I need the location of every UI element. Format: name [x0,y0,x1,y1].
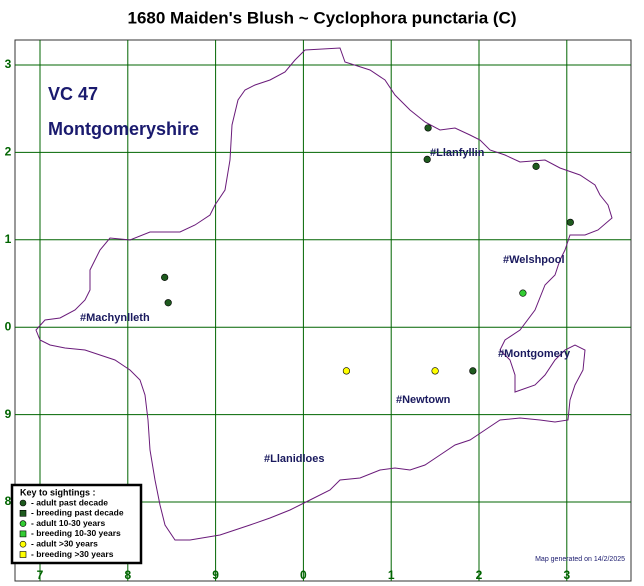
x-grid-label: 0 [300,568,307,582]
sighting-dot [532,162,540,170]
key-label: - adult 10-30 years [31,518,105,528]
y-grid-label: 1 [5,232,12,246]
sighting-dot [431,367,439,375]
footer: Map generated on 14/2/2025 [535,556,625,563]
key-symbol [19,520,27,527]
key-label: - breeding 10-30 years [31,528,121,538]
sighting-dot [566,218,574,226]
sighting-dot [519,289,527,297]
town-label: #Llanfyllin [430,147,485,159]
sighting-dot [342,367,351,375]
sighting-dot [423,155,431,163]
y-grid-label: 3 [5,57,12,71]
county-boundary [35,47,613,541]
map-frame [14,39,632,582]
key-title: Key to sightings : [20,487,96,497]
x-grid-label: 7 [37,568,44,582]
key-symbol [19,551,27,558]
x-grid-label: 9 [212,568,219,582]
town-label: #Montgomery [498,348,571,360]
key-symbol [19,499,27,507]
key-box [10,483,143,565]
key-label: - breeding past decade [31,508,124,518]
town-label: #Newtown [396,394,451,406]
vc-number: VC 47 [48,84,98,104]
key-symbol [19,530,27,538]
sighting-dot [161,273,169,281]
town-label: #Welshpool [503,254,565,266]
map-title: 1680 Maiden's Blush ~ Cyclophora punctar… [128,8,517,27]
key-label: - adult past decade [31,497,108,507]
y-grid-label: 9 [5,407,12,421]
y-grid-label: 2 [5,145,12,159]
y-grid-label: 0 [5,319,12,333]
sighting-dot [164,299,172,307]
key-symbol [19,509,27,517]
key-label: - adult >30 years [31,538,98,548]
x-grid-label: 3 [563,568,570,582]
sighting-dot [424,124,432,132]
key-symbol [19,540,27,548]
town-label: #Machynlleth [80,312,150,324]
sighting-dot [469,367,477,375]
town-label: #Llanidloes [264,453,325,465]
key-label: - breeding >30 years [31,549,114,559]
y-grid-label: 8 [5,494,12,508]
x-grid-label: 2 [476,568,483,582]
sightings [161,124,574,375]
vc-name: Montgomeryshire [48,119,199,139]
x-grid-label: 1 [388,568,395,582]
key: - adult past decade- breeding past decad… [19,497,124,559]
x-grid-label: 8 [124,568,131,582]
